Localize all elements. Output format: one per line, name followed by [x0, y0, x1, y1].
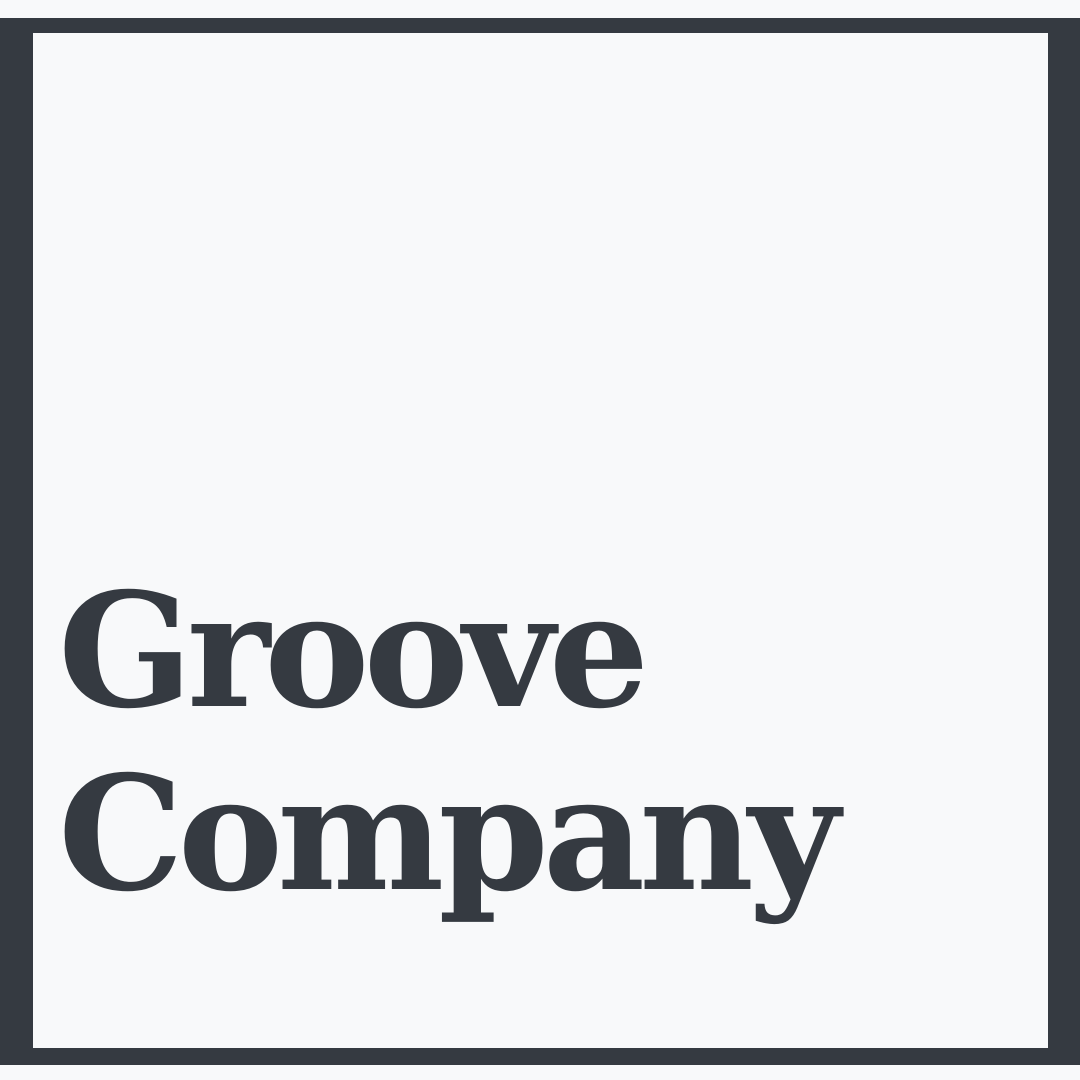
brand-line-groove: Groove: [58, 559, 649, 744]
frame-right-border: [1048, 18, 1080, 1065]
frame-top-border: [0, 18, 1080, 33]
frame-bottom-border: [0, 1048, 1080, 1065]
brand-wordmark: Groove Company: [58, 559, 840, 927]
brand-line-company: Company: [58, 742, 840, 927]
frame-left-border: [0, 18, 33, 1065]
